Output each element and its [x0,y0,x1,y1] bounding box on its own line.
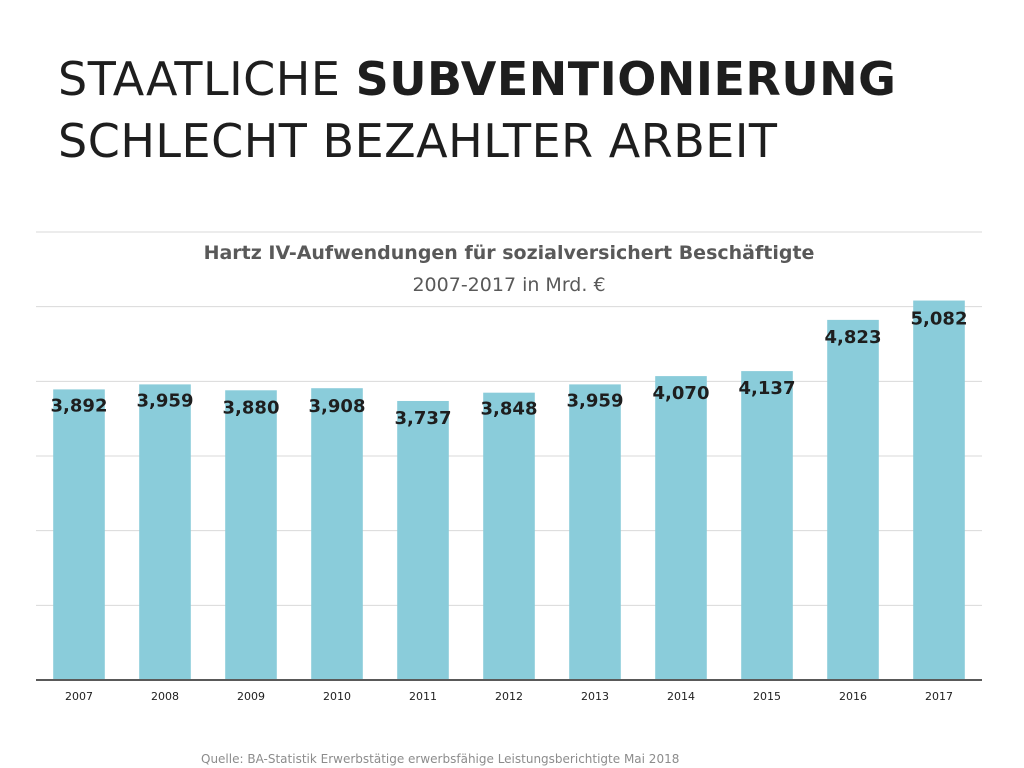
chart-title: Hartz IV-Aufwendungen für sozialversiche… [203,242,815,264]
x-tick-label: 2017 [925,690,953,703]
bar [397,400,449,680]
x-tick-label: 2009 [237,690,265,703]
x-tick-label: 2013 [581,690,609,703]
x-tick-label: 2014 [667,690,695,703]
data-label: 4,070 [653,383,710,404]
slide-title: STAATLICHE SUBVENTIONIERUNG SCHLECHT BEZ… [58,48,896,172]
title-normal-part: STAATLICHE [58,52,356,106]
bar [53,389,105,680]
data-label: 3,959 [567,390,624,411]
x-tick-label: 2011 [409,690,437,703]
bar [569,384,621,680]
bar [655,376,707,680]
bar [741,371,793,680]
data-label: 3,959 [137,390,194,411]
data-label: 3,908 [309,396,366,417]
x-tick-label: 2008 [151,690,179,703]
data-label: 5,082 [911,309,968,330]
x-tick-label: 2015 [753,690,781,703]
data-label: 3,848 [481,399,538,420]
title-bold-part: SUBVENTIONIERUNG [355,52,897,106]
x-tick-label: 2007 [65,690,93,703]
data-label: 3,880 [223,397,280,418]
data-label: 3,737 [395,408,452,429]
data-label: 3,892 [51,395,108,416]
bar [913,300,965,680]
bar [139,384,191,680]
source-note: Quelle: BA-Statistik Erwerbstätige erwer… [201,752,680,766]
title-line-1: STAATLICHE SUBVENTIONIERUNG [58,48,896,110]
x-tick-label: 2012 [495,690,523,703]
bar [225,390,277,680]
bar [483,392,535,680]
data-label: 4,823 [825,327,882,348]
bar [827,319,879,680]
x-tick-label: 2016 [839,690,867,703]
title-line-2: SCHLECHT BEZAHLTER ARBEIT [58,114,778,168]
bar [311,388,363,680]
data-label: 4,137 [739,378,796,399]
x-tick-label: 2010 [323,690,351,703]
chart-subtitle: 2007-2017 in Mrd. € [412,274,606,296]
